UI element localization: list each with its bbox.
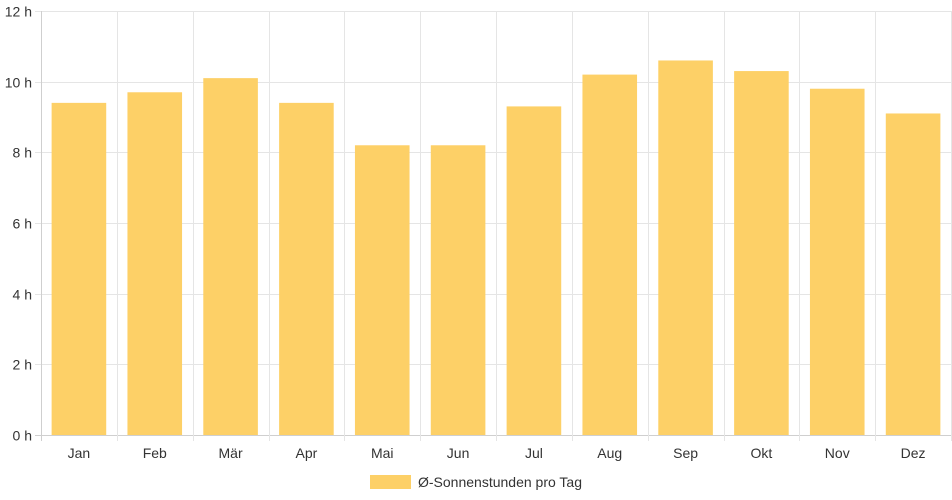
x-tick-label: Aug: [597, 445, 622, 461]
bar-Jul[interactable]: [506, 106, 562, 436]
x-tick-label: Mär: [219, 445, 243, 461]
x-tick-label: Jan: [68, 445, 91, 461]
legend[interactable]: Ø-Sonnenstunden pro Tag: [370, 474, 582, 490]
y-tick-label: 2 h: [13, 357, 32, 373]
bar-Mär[interactable]: [203, 78, 258, 435]
x-tick-label: Sep: [673, 445, 698, 461]
bar-Apr[interactable]: [279, 102, 334, 435]
legend-label[interactable]: Ø-Sonnenstunden pro Tag: [418, 474, 582, 490]
bar-Jun[interactable]: [430, 145, 486, 435]
bar-Mai[interactable]: [354, 145, 410, 435]
y-tick-label: 8 h: [13, 145, 32, 161]
y-tick-label: 0 h: [13, 428, 32, 444]
bar-Sep[interactable]: [658, 60, 713, 435]
bar-Okt[interactable]: [734, 71, 789, 436]
legend-swatch[interactable]: [370, 475, 411, 489]
bar-Jan[interactable]: [51, 102, 107, 435]
y-tick-label: 10 h: [5, 75, 32, 91]
x-tick-label: Okt: [751, 445, 773, 461]
x-tick-label: Mai: [371, 445, 394, 461]
y-tick-label: 4 h: [13, 287, 32, 303]
x-tick-label: Jul: [525, 445, 543, 461]
y-axis-ticks: 0 h 2 h 4 h 6 h 8 h 10 h 12 h: [5, 4, 32, 444]
x-tick-label: Dez: [901, 445, 926, 461]
bars: [51, 60, 941, 436]
grid: [35, 11, 952, 441]
x-axis-ticks: Jan Feb Mär Apr Mai Jun Jul Aug Sep Okt Nov Dez: [68, 445, 926, 461]
bar-Nov[interactable]: [809, 88, 865, 435]
x-tick-label: Jun: [447, 445, 470, 461]
bar-Dez[interactable]: [885, 113, 941, 435]
y-tick-label: 6 h: [13, 216, 32, 232]
x-tick-label: Nov: [825, 445, 850, 461]
y-tick-label: 12 h: [5, 4, 32, 20]
x-tick-label: Feb: [143, 445, 167, 461]
bar-Feb[interactable]: [127, 92, 183, 436]
bar-Aug[interactable]: [582, 74, 638, 435]
x-tick-label: Apr: [296, 445, 318, 461]
